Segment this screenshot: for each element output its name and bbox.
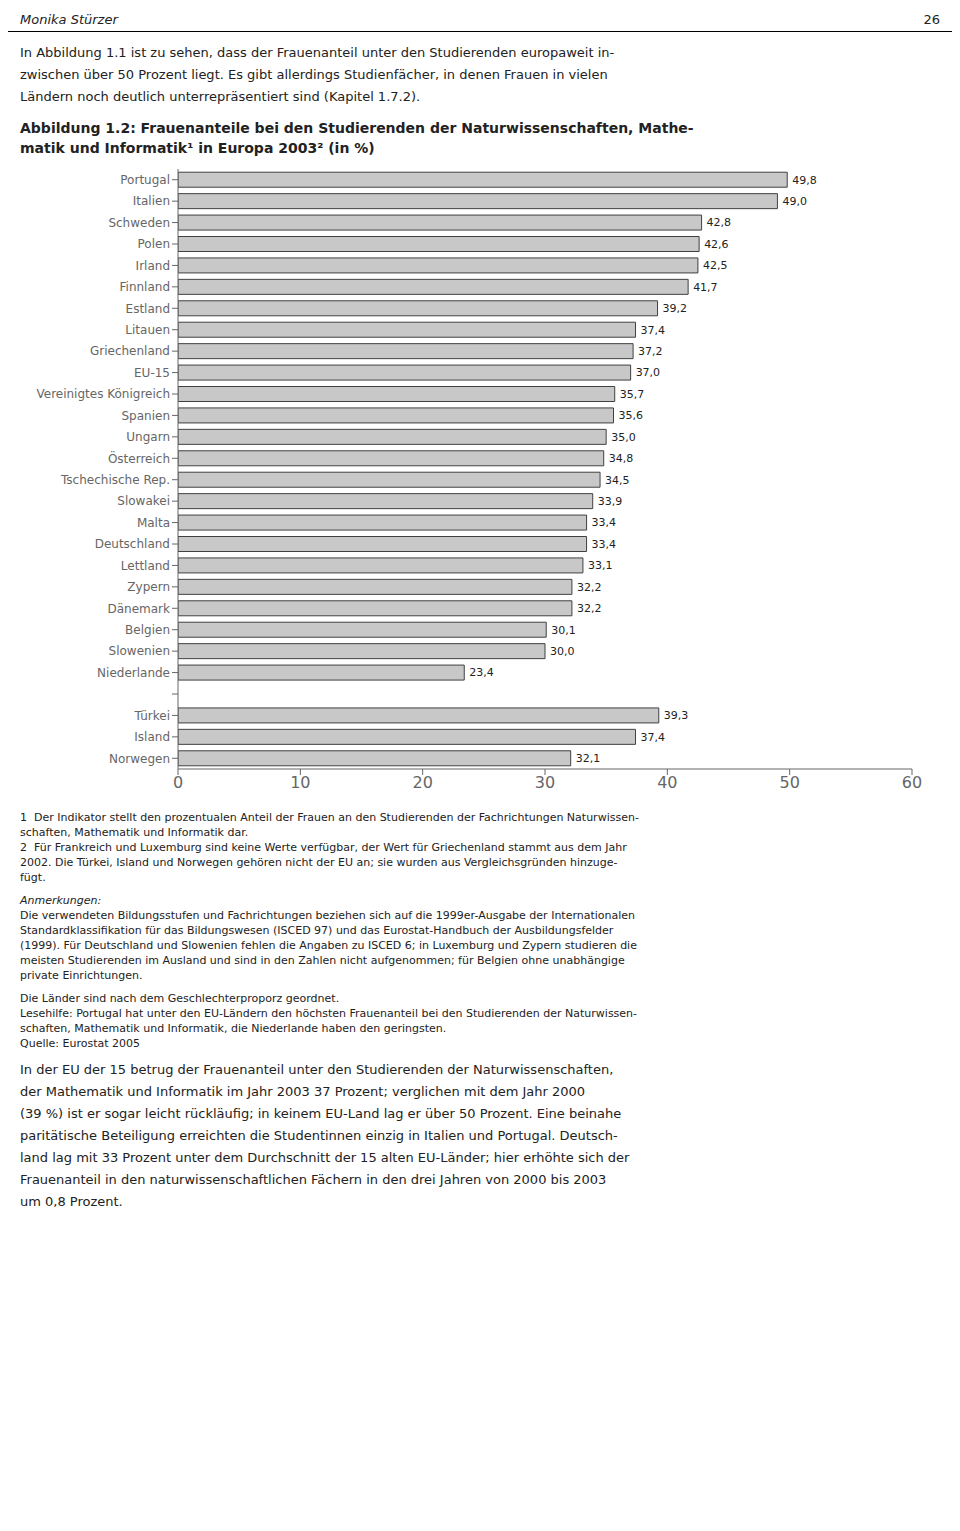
html-text:schaften, Mathematik und Infor: schaften, Mathematik und Informatik, die… bbox=[20, 1022, 447, 1035]
svg-text:23,4: 23,4 bbox=[469, 666, 494, 679]
svg-text:35,0: 35,0 bbox=[611, 431, 636, 444]
svg-text:30,0: 30,0 bbox=[550, 645, 575, 658]
html-text:2002. Die Türkei, Island und N: 2002. Die Türkei, Island und Norwegen ge… bbox=[20, 856, 618, 869]
html-text:(39 %) ist er sogar leicht rüc: (39 %) ist er sogar leicht rückläufig; i… bbox=[20, 1106, 622, 1121]
svg-text:33,4: 33,4 bbox=[592, 516, 617, 529]
html-text:Frauenanteil in den naturwisse: Frauenanteil in den naturwissenschaftlic… bbox=[20, 1172, 607, 1187]
svg-text:Portugal: Portugal bbox=[120, 173, 170, 187]
svg-text:32,2: 32,2 bbox=[577, 602, 602, 615]
svg-text:37,4: 37,4 bbox=[641, 324, 666, 337]
svg-text:33,4: 33,4 bbox=[592, 538, 617, 551]
svg-text:35,7: 35,7 bbox=[620, 388, 645, 401]
html-text:2 Für Frankreich und Luxemburg: 2 Für Frankreich und Luxemburg sind kein… bbox=[20, 841, 627, 854]
svg-text:Polen: Polen bbox=[138, 237, 170, 251]
svg-text:Spanien: Spanien bbox=[121, 409, 170, 423]
svg-text:Litauen: Litauen bbox=[125, 323, 170, 337]
svg-text:41,7: 41,7 bbox=[693, 281, 718, 294]
html-text:land lag mit 33 Prozent unter: land lag mit 33 Prozent unter dem Durchs… bbox=[20, 1150, 630, 1165]
svg-text:30,1: 30,1 bbox=[551, 624, 576, 637]
svg-text:42,6: 42,6 bbox=[704, 238, 729, 251]
svg-text:37,0: 37,0 bbox=[636, 366, 661, 379]
html-text:Anmerkungen:: Anmerkungen: bbox=[20, 894, 102, 907]
svg-text:Slowakei: Slowakei bbox=[117, 494, 170, 508]
html-text:schaften, Mathematik und Infor: schaften, Mathematik und Informatik dar. bbox=[20, 826, 249, 839]
svg-text:42,8: 42,8 bbox=[707, 216, 732, 229]
svg-text:Vereinigtes Königreich: Vereinigtes Königreich bbox=[36, 387, 170, 401]
svg-text:Niederlande: Niederlande bbox=[97, 666, 170, 680]
html-text:Standardklassifikation für das: Standardklassifikation für das Bildungsw… bbox=[20, 924, 614, 937]
svg-text:39,3: 39,3 bbox=[664, 709, 689, 722]
svg-text:33,1: 33,1 bbox=[588, 559, 613, 572]
svg-text:33,9: 33,9 bbox=[598, 495, 623, 508]
svg-text:32,2: 32,2 bbox=[577, 581, 602, 594]
svg-text:Griechenland: Griechenland bbox=[90, 344, 170, 358]
svg-text:34,5: 34,5 bbox=[605, 474, 630, 487]
svg-text:Belgien: Belgien bbox=[125, 623, 170, 637]
html-text:Die Länder sind nach dem Gesch: Die Länder sind nach dem Geschlechterpro… bbox=[20, 992, 340, 1005]
html-text:In der EU der 15 betrug der Fr: In der EU der 15 betrug der Frauenanteil… bbox=[20, 1062, 614, 1077]
html-text:meisten Studierenden im Auslan: meisten Studierenden im Ausland und sind… bbox=[20, 954, 625, 967]
svg-text:Estland: Estland bbox=[126, 302, 170, 316]
svg-text:Malta: Malta bbox=[137, 516, 170, 530]
svg-text:Tschechische Rep.: Tschechische Rep. bbox=[60, 473, 170, 487]
svg-text:42,5: 42,5 bbox=[703, 259, 728, 272]
svg-text:35,6: 35,6 bbox=[619, 409, 644, 422]
svg-text:20: 20 bbox=[412, 773, 432, 792]
html-text:matik und Informatik¹ in Europ: matik und Informatik¹ in Europa 2003² (i… bbox=[20, 140, 375, 156]
html-text:Lesehilfe: Portugal hat unter: Lesehilfe: Portugal hat unter den EU-Län… bbox=[20, 1007, 638, 1020]
svg-text:37,4: 37,4 bbox=[641, 731, 666, 744]
html-text:Abbildung 1.2: Frauenanteile b: Abbildung 1.2: Frauenanteile bei den Stu… bbox=[20, 120, 694, 136]
svg-text:34,8: 34,8 bbox=[609, 452, 634, 465]
svg-text:60: 60 bbox=[902, 773, 922, 792]
svg-text:0: 0 bbox=[173, 773, 183, 792]
svg-text:Schweden: Schweden bbox=[108, 216, 170, 230]
svg-text:Österreich: Österreich bbox=[108, 450, 170, 466]
html-text:1 Der Indikator stellt den pro: 1 Der Indikator stellt den prozentualen … bbox=[20, 811, 639, 824]
svg-text:Türkei: Türkei bbox=[134, 709, 170, 723]
svg-text:Italien: Italien bbox=[133, 194, 170, 208]
html-text:fügt.: fügt. bbox=[20, 871, 46, 884]
svg-text:49,8: 49,8 bbox=[792, 174, 817, 187]
svg-text:Island: Island bbox=[134, 730, 170, 744]
html-text:Quelle: Eurostat 2005: Quelle: Eurostat 2005 bbox=[20, 1037, 140, 1050]
svg-text:Slowenien: Slowenien bbox=[109, 644, 170, 658]
svg-text:Deutschland: Deutschland bbox=[95, 537, 170, 551]
html-text:In Abbildung 1.1 ist zu sehen,: In Abbildung 1.1 ist zu sehen, dass der … bbox=[20, 45, 615, 60]
svg-text:49,0: 49,0 bbox=[782, 195, 807, 208]
html-text:(1999). Für Deutschland und Sl: (1999). Für Deutschland und Slowenien fe… bbox=[20, 939, 637, 952]
svg-text:Irland: Irland bbox=[136, 259, 170, 273]
html-text:private Einrichtungen.: private Einrichtungen. bbox=[20, 969, 143, 982]
svg-text:EU-15: EU-15 bbox=[134, 366, 170, 380]
svg-text:10: 10 bbox=[290, 773, 310, 792]
svg-text:40: 40 bbox=[657, 773, 677, 792]
html-text:26: 26 bbox=[923, 12, 940, 27]
svg-text:Norwegen: Norwegen bbox=[109, 752, 170, 766]
html-text:Monika Stürzer: Monika Stürzer bbox=[20, 12, 118, 27]
svg-text:39,2: 39,2 bbox=[663, 302, 688, 315]
svg-text:37,2: 37,2 bbox=[638, 345, 663, 358]
html-text:der Mathematik und Informatik: der Mathematik und Informatik im Jahr 20… bbox=[20, 1084, 586, 1099]
svg-text:Lettland: Lettland bbox=[121, 559, 170, 573]
html-text:paritätische Beteiligung errei: paritätische Beteiligung erreichten die … bbox=[20, 1128, 618, 1143]
svg-text:Ungarn: Ungarn bbox=[126, 430, 170, 444]
html-text:Die verwendeten Bildungsstufen: Die verwendeten Bildungsstufen und Fachr… bbox=[20, 909, 636, 922]
html-text:um 0,8 Prozent.: um 0,8 Prozent. bbox=[20, 1194, 123, 1209]
svg-text:Dänemark: Dänemark bbox=[107, 602, 170, 616]
html-text:zwischen über 50 Prozent liegt: zwischen über 50 Prozent liegt. Es gibt … bbox=[20, 67, 608, 82]
svg-text:32,1: 32,1 bbox=[576, 752, 601, 765]
html-text:Ländern noch deutlich unterrep: Ländern noch deutlich unterrepräsentiert… bbox=[20, 89, 421, 104]
svg-text:30: 30 bbox=[535, 773, 555, 792]
svg-text:50: 50 bbox=[779, 773, 799, 792]
svg-text:Zypern: Zypern bbox=[127, 580, 170, 594]
svg-text:Finnland: Finnland bbox=[120, 280, 170, 294]
